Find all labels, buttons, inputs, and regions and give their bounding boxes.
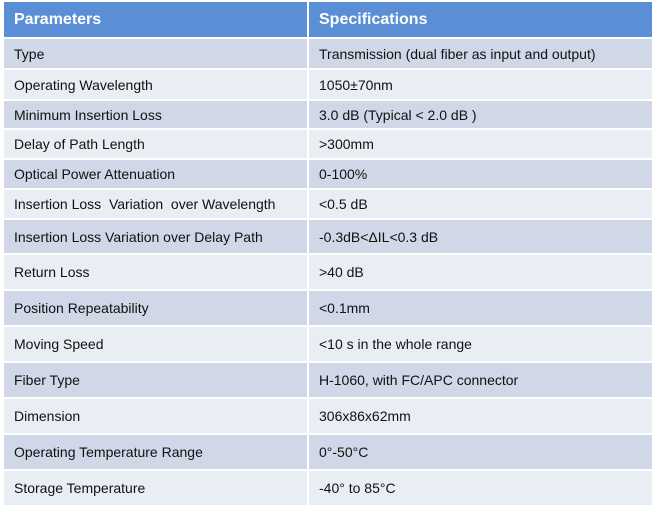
table-row: Delay of Path Length >300mm [4, 130, 652, 160]
table-row: Position Repeatability <0.1mm [4, 291, 652, 327]
table-row: Insertion Loss Variation over Delay Path… [4, 220, 652, 255]
parameter-cell: Position Repeatability [4, 291, 309, 327]
table-row: Return Loss >40 dB [4, 255, 652, 291]
parameter-cell: Insertion Loss Variation over Delay Path [4, 220, 309, 255]
specification-cell: <0.1mm [309, 291, 652, 327]
table-row: Minimum Insertion Loss 3.0 dB (Typical < … [4, 101, 652, 130]
table-row: Type Transmission (dual fiber as input an… [4, 39, 652, 70]
table-row: Fiber Type H-1060, with FC/APC connector [4, 363, 652, 399]
specification-cell: Transmission (dual fiber as input and ou… [309, 39, 652, 70]
table-row: Dimension 306x86x62mm [4, 399, 652, 435]
specification-cell: >300mm [309, 130, 652, 160]
parameter-cell: Delay of Path Length [4, 130, 309, 160]
specifications-table: Parameters Specifications Type Transmissi… [4, 2, 652, 507]
table-row: Insertion Loss Variation over Wavelength… [4, 190, 652, 220]
parameter-cell: Fiber Type [4, 363, 309, 399]
parameter-cell: Dimension [4, 399, 309, 435]
parameter-cell: Operating Temperature Range [4, 435, 309, 471]
parameter-cell: Minimum Insertion Loss [4, 101, 309, 130]
table-header-row: Parameters Specifications [4, 2, 652, 39]
specification-cell: <10 s in the whole range [309, 327, 652, 363]
parameter-cell: Insertion Loss Variation over Wavelength [4, 190, 309, 220]
specification-cell: 0°-50°C [309, 435, 652, 471]
parameter-cell: Storage Temperature [4, 471, 309, 507]
table-row: Operating Temperature Range 0°-50°C [4, 435, 652, 471]
table-row: Storage Temperature -40° to 85°C [4, 471, 652, 507]
specification-cell: 0-100% [309, 160, 652, 190]
parameter-cell: Type [4, 39, 309, 70]
parameter-cell: Moving Speed [4, 327, 309, 363]
specification-cell: 1050±70nm [309, 70, 652, 101]
parameter-cell: Optical Power Attenuation [4, 160, 309, 190]
specification-cell: -40° to 85°C [309, 471, 652, 507]
table-row: Optical Power Attenuation 0-100% [4, 160, 652, 190]
specification-cell: >40 dB [309, 255, 652, 291]
specification-cell: H-1060, with FC/APC connector [309, 363, 652, 399]
specification-cell: <0.5 dB [309, 190, 652, 220]
table-row: Moving Speed <10 s in the whole range [4, 327, 652, 363]
parameter-cell: Return Loss [4, 255, 309, 291]
specification-cell: 306x86x62mm [309, 399, 652, 435]
parameter-cell: Operating Wavelength [4, 70, 309, 101]
header-specifications: Specifications [309, 2, 652, 39]
specification-cell: 3.0 dB (Typical < 2.0 dB ) [309, 101, 652, 130]
specification-cell: -0.3dB<ΔIL<0.3 dB [309, 220, 652, 255]
header-parameters: Parameters [4, 2, 309, 39]
table-row: Operating Wavelength 1050±70nm [4, 70, 652, 101]
